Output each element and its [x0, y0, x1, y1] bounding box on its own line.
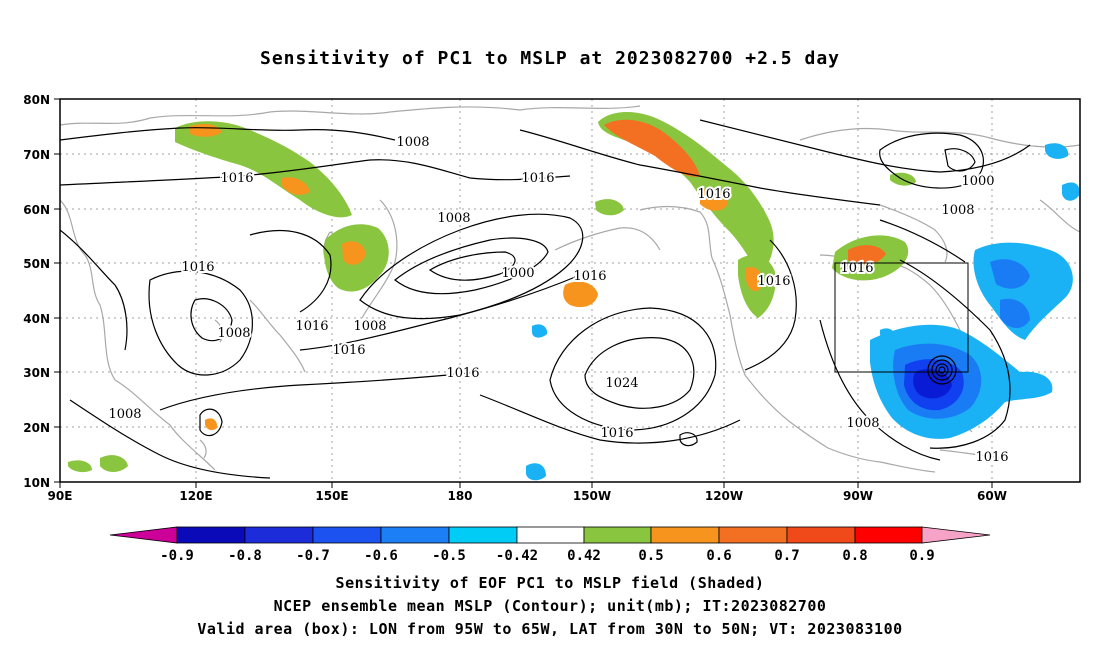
colorbar-swatch [380, 526, 450, 544]
lon-label: 150E [315, 489, 348, 503]
contour-label: 1016 [521, 171, 554, 186]
lon-label: 120W [705, 489, 743, 503]
colorbar-label: 0.6 [706, 548, 731, 564]
contour-label: 1016 [220, 171, 253, 186]
colorbar-swatch [650, 526, 720, 544]
colorbar-swatch [312, 526, 382, 544]
colorbar-label: -0.5 [432, 548, 466, 564]
contour-label: 1016 [697, 187, 730, 202]
footer-line-3: Valid area (box): LON from 95W to 65W, L… [197, 620, 903, 638]
lat-label: 30N [23, 366, 50, 380]
colorbar-swatch [448, 526, 518, 544]
map-frame [59, 98, 1081, 483]
lat-label: 80N [23, 93, 50, 107]
colorbar-label: 0.9 [909, 548, 934, 564]
contour-label: 1016 [840, 261, 873, 276]
contour-label: 1016 [181, 260, 214, 275]
colorbar [109, 526, 991, 544]
lon-label: 90E [48, 489, 73, 503]
contour-label: 1008 [396, 135, 429, 150]
contour-label: 1016 [295, 319, 328, 334]
contour-label: 1016 [975, 450, 1008, 465]
colorbar-swatch [583, 526, 652, 544]
lon-label: 180 [447, 489, 472, 503]
colorbar-swatch [786, 526, 856, 544]
footer-line-2: NCEP ensemble mean MSLP (Contour); unit(… [273, 597, 827, 615]
mslp-contours [60, 119, 1031, 479]
colorbar-label: -0.6 [364, 548, 398, 564]
contour-label: 1008 [437, 211, 470, 226]
sensitivity-shading [68, 112, 1080, 481]
colorbar-swatch [854, 526, 923, 544]
colorbar-swatch [718, 526, 788, 544]
lat-label: 60N [23, 203, 50, 217]
contour-label: 1008 [846, 416, 879, 431]
colorbar-swatch [244, 526, 314, 544]
footer-line-1: Sensitivity of EOF PC1 to MSLP field (Sh… [335, 574, 765, 592]
contour-label: 1016 [600, 426, 633, 441]
colorbar-label: -0.7 [296, 548, 330, 564]
contour-label: 1024 [605, 376, 638, 391]
colorbar-label: 0.5 [638, 548, 663, 564]
chart-title: Sensitivity of PC1 to MSLP at 2023082700… [259, 48, 840, 69]
lat-label: 50N [23, 257, 50, 271]
contour-label: 1008 [108, 407, 141, 422]
valid-area-box [834, 262, 969, 373]
contour-label: 1008 [217, 326, 250, 341]
lat-label: 20N [23, 421, 50, 435]
lon-label: 60W [977, 489, 1007, 503]
colorbar-swatch [176, 526, 246, 544]
contour-label: 1008 [353, 319, 386, 334]
lat-label: 70N [23, 148, 50, 162]
map-area: 1008 1016 1008 1016 1000 1016 1016 1008 … [60, 99, 1080, 482]
contour-label: 1016 [446, 366, 479, 381]
colorbar-label: -0.42 [496, 548, 538, 564]
contour-label: 1016 [757, 274, 790, 289]
contour-label: 1016 [332, 343, 365, 358]
colorbar-label: 0.8 [842, 548, 867, 564]
contour-label: 1008 [941, 203, 974, 218]
colorbar-label: 0.42 [567, 548, 601, 564]
lon-label: 120E [179, 489, 212, 503]
contour-label: 1000 [501, 266, 534, 281]
coastlines [60, 105, 1080, 473]
colorbar-label: 0.7 [774, 548, 799, 564]
lon-label: 150W [573, 489, 611, 503]
lat-label: 10N [23, 476, 50, 490]
contour-label: 1000 [961, 174, 994, 189]
colorbar-label: -0.8 [228, 548, 262, 564]
colorbar-label: -0.9 [160, 548, 194, 564]
colorbar-swatch [516, 526, 585, 544]
lat-label: 40N [23, 312, 50, 326]
colorbar-swatch [109, 526, 178, 544]
contour-label: 1016 [573, 269, 606, 284]
colorbar-swatch [921, 526, 991, 544]
axis-ticks [54, 98, 993, 488]
lon-label: 90W [843, 489, 873, 503]
